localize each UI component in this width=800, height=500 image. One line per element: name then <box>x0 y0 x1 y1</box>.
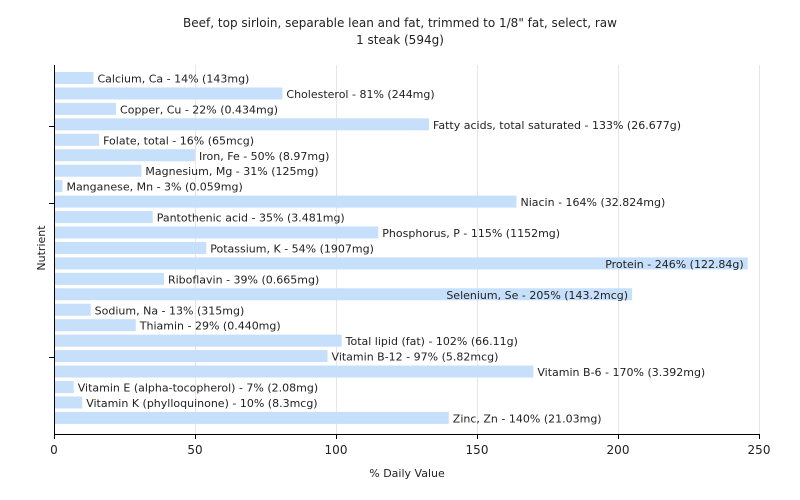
chart-subtitle: 1 steak (594g) <box>356 33 444 47</box>
bar-label: Fatty acids, total saturated - 133% (26.… <box>433 119 681 132</box>
x-tick-label: 250 <box>748 443 771 457</box>
x-tick-label: 200 <box>607 443 630 457</box>
bar-label: Thiamin - 29% (0.440mg) <box>139 320 281 333</box>
bar-label: Zinc, Zn - 140% (21.03mg) <box>453 412 602 425</box>
bar <box>55 102 117 115</box>
bar <box>55 288 633 301</box>
bar-label: Pantothenic acid - 35% (3.481mg) <box>157 212 345 225</box>
x-tick-label: 0 <box>50 443 58 457</box>
axes <box>49 65 760 435</box>
bar <box>55 87 283 100</box>
bars: Calcium, Ca - 14% (143mg) Cholesterol - 8… <box>55 72 748 425</box>
chart-title: Beef, top sirloin, separable lean and fa… <box>183 16 617 30</box>
bar <box>55 303 91 316</box>
bar-label: Phosphorus, P - 115% (1152mg) <box>382 227 560 240</box>
bar-label: Riboflavin - 39% (0.665mg) <box>168 273 319 286</box>
bar-label: Magnesium, Mg - 31% (125mg) <box>145 165 318 178</box>
bar <box>55 133 100 146</box>
bar <box>55 350 328 363</box>
bar <box>55 396 83 409</box>
bar-label: Sodium, Na - 13% (315mg) <box>95 304 245 317</box>
bar <box>55 257 748 270</box>
bar-label: Iron, Fe - 50% (8.97mg) <box>199 150 329 163</box>
bar <box>55 195 517 208</box>
bar-label: Vitamin B-12 - 97% (5.82mcg) <box>332 351 499 364</box>
bar <box>55 72 94 84</box>
x-ticks: 0 50 100 150 200 250 <box>50 434 770 457</box>
bar <box>55 226 379 239</box>
x-tick-label: 100 <box>325 443 348 457</box>
bar-label: Vitamin E (alpha-tocopherol) - 7% (2.08m… <box>78 382 318 395</box>
bar <box>55 411 449 424</box>
bar <box>55 319 136 332</box>
bar <box>55 365 534 378</box>
bar <box>55 272 164 285</box>
bar <box>55 241 207 254</box>
bar <box>55 211 153 224</box>
bar <box>55 180 63 193</box>
bar-label: Vitamin K (phylloquinone) - 10% (8.3mcg) <box>86 397 317 410</box>
bar-label: Vitamin B-6 - 170% (3.392mg) <box>537 366 705 379</box>
x-tick-label: 50 <box>187 443 202 457</box>
bar <box>55 334 342 347</box>
bar-label: Selenium, Se - 205% (143.2mcg) <box>446 289 628 302</box>
bar-label: Calcium, Ca - 14% (143mg) <box>97 73 249 86</box>
bar-label: Total lipid (fat) - 102% (66.11g) <box>345 335 518 348</box>
bar-label: Protein - 246% (122.84g) <box>605 258 744 271</box>
bar-label: Cholesterol - 81% (244mg) <box>286 88 434 101</box>
x-tick-label: 150 <box>466 443 489 457</box>
y-axis-label: Nutrient <box>35 225 48 271</box>
bar-label: Potassium, K - 54% (1907mg) <box>210 242 374 255</box>
bar-label: Niacin - 164% (32.824mg) <box>520 196 665 209</box>
bar-label: Manganese, Mn - 3% (0.059mg) <box>66 181 242 194</box>
bar <box>55 381 74 393</box>
bar-label: Folate, total - 16% (65mcg) <box>103 134 254 147</box>
bar-label: Copper, Cu - 22% (0.434mg) <box>120 103 278 116</box>
bar <box>55 118 430 131</box>
x-axis-label: % Daily Value <box>369 467 445 480</box>
bar <box>55 164 142 177</box>
bar <box>55 149 195 162</box>
